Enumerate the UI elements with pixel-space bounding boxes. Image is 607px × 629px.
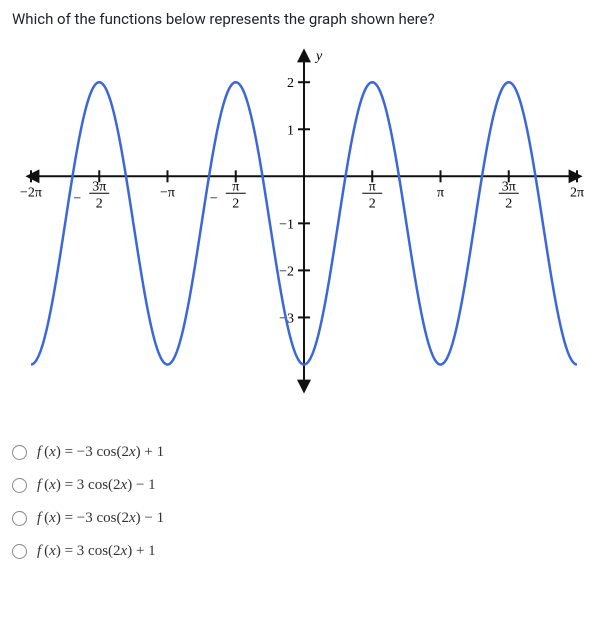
radio-button[interactable] [12, 445, 27, 460]
option-2[interactable]: f (x) = 3 cos(2x) − 1 [12, 469, 595, 502]
svg-text:−: − [73, 191, 81, 206]
svg-text:2: 2 [368, 196, 375, 211]
svg-text:π: π [232, 179, 239, 194]
svg-text:2: 2 [505, 196, 512, 211]
option-3[interactable]: f (x) = −3 cos(2x) − 1 [12, 502, 595, 535]
answer-options: f (x) = −3 cos(2x) + 1 f (x) = 3 cos(2x) … [12, 436, 595, 568]
svg-text:−π: −π [160, 185, 175, 200]
option-label: f (x) = 3 cos(2x) − 1 [37, 477, 156, 494]
svg-text:2: 2 [287, 76, 294, 91]
chart-container: y−2π−3π2−π−π2π2π3π22π−3−2−112 [12, 46, 595, 396]
svg-text:−2: −2 [279, 264, 294, 279]
svg-text:π: π [368, 179, 375, 194]
question-text: Which of the functions below represents … [12, 10, 595, 28]
svg-text:2: 2 [232, 196, 239, 211]
option-label: f (x) = −3 cos(2x) + 1 [37, 444, 164, 461]
svg-text:−: − [209, 191, 217, 206]
radio-button[interactable] [12, 544, 27, 559]
svg-text:3π: 3π [501, 179, 515, 194]
option-1[interactable]: f (x) = −3 cos(2x) + 1 [12, 436, 595, 469]
svg-text:1: 1 [287, 123, 294, 138]
option-4[interactable]: f (x) = 3 cos(2x) + 1 [12, 535, 595, 568]
svg-text:−1: −1 [279, 217, 294, 232]
svg-text:−2π: −2π [20, 185, 42, 200]
option-label: f (x) = −3 cos(2x) − 1 [37, 510, 164, 527]
svg-text:y: y [314, 49, 323, 64]
option-label: f (x) = 3 cos(2x) + 1 [37, 543, 156, 560]
svg-text:3π: 3π [92, 179, 106, 194]
function-graph: y−2π−3π2−π−π2π2π3π22π−3−2−112 [19, 46, 589, 396]
svg-text:2: 2 [95, 196, 102, 211]
svg-text:2π: 2π [569, 185, 583, 200]
svg-text:π: π [436, 185, 443, 200]
radio-button[interactable] [12, 478, 27, 493]
radio-button[interactable] [12, 511, 27, 526]
